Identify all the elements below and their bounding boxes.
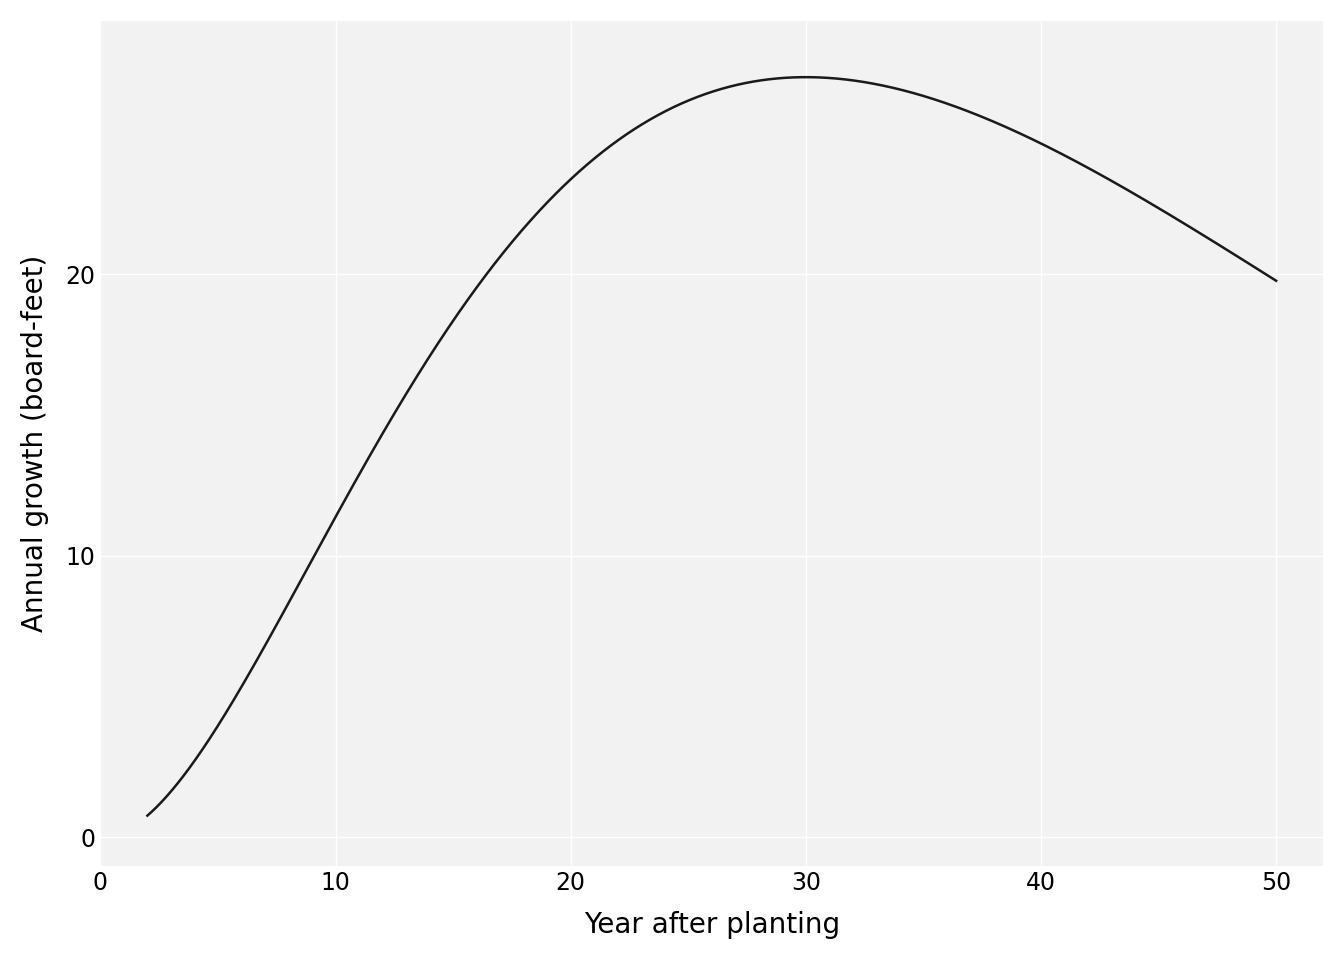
X-axis label: Year after planting: Year after planting xyxy=(583,911,840,939)
Y-axis label: Annual growth (board-feet): Annual growth (board-feet) xyxy=(22,254,48,632)
